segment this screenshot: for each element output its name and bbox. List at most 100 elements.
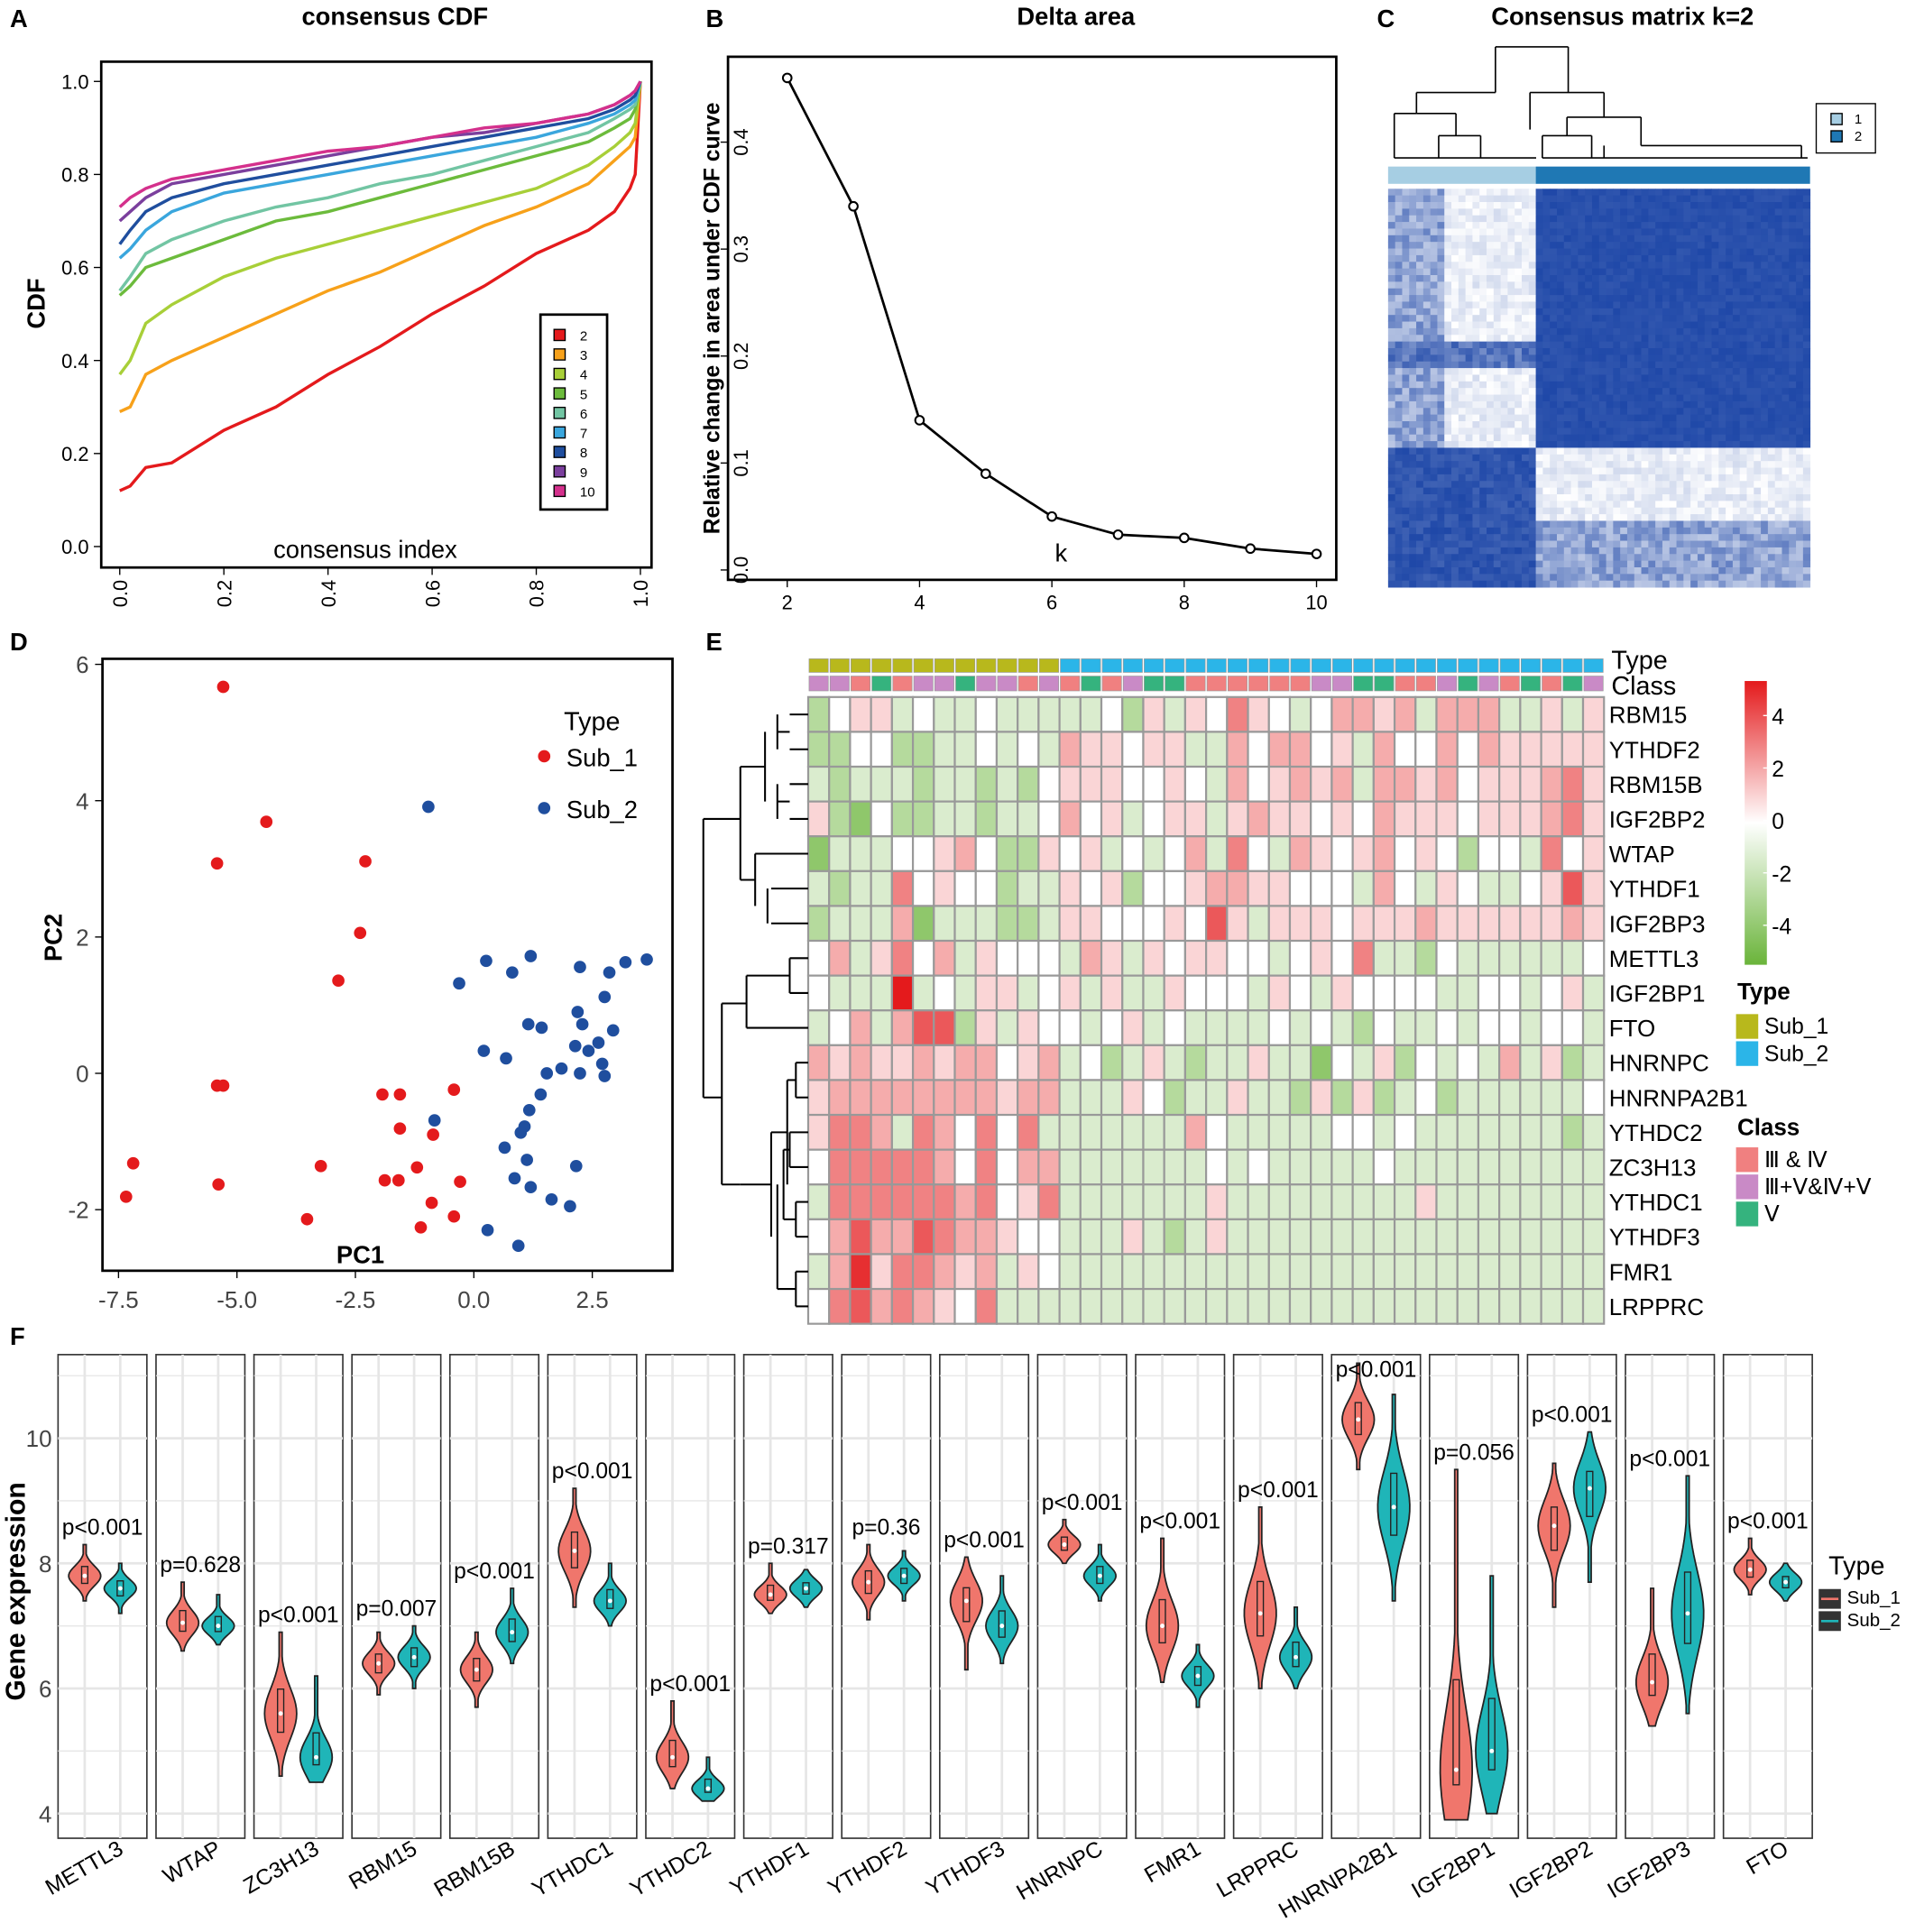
matrix-cell	[1556, 301, 1565, 309]
heatmap-cell	[1183, 835, 1208, 872]
heatmap-cell	[1017, 765, 1040, 803]
matrix-cell	[1683, 195, 1691, 203]
matrix-cell	[1550, 248, 1558, 256]
point-sub_2	[481, 1223, 494, 1237]
matrix-cell	[1493, 534, 1502, 541]
matrix-cell	[1789, 361, 1797, 369]
heatmap-cell	[1037, 1148, 1061, 1186]
matrix-cell	[1507, 248, 1515, 256]
matrix-cell	[1718, 428, 1726, 436]
matrix-cell	[1591, 580, 1600, 588]
matrix-cell	[1402, 254, 1410, 262]
matrix-cell	[1387, 248, 1396, 256]
point-sub_2	[598, 1070, 612, 1082]
heatmap-cell	[1142, 800, 1165, 838]
matrix-cell	[1718, 481, 1726, 489]
matrix-cell	[1522, 268, 1530, 276]
matrix-cell	[1606, 481, 1614, 489]
matrix-cell	[1655, 327, 1663, 336]
matrix-cell	[1550, 228, 1558, 236]
matrix-cell	[1585, 520, 1593, 529]
matrix-cell	[1578, 189, 1586, 197]
matrix-cell	[1522, 493, 1530, 501]
matrix-cell	[1550, 554, 1558, 562]
heatmap-cell	[1498, 1009, 1522, 1046]
matrix-cell	[1761, 228, 1769, 236]
heatmap-cell	[1037, 905, 1061, 943]
matrix-cell	[1613, 394, 1621, 402]
median-dot	[1160, 1624, 1165, 1629]
matrix-cell	[1746, 381, 1754, 389]
matrix-cell	[1591, 228, 1600, 236]
matrix-cell	[1500, 501, 1508, 509]
matrix-cell	[1613, 235, 1621, 243]
heatmap-cell	[1519, 1218, 1542, 1256]
matrix-cell	[1704, 461, 1712, 468]
matrix-cell	[1430, 361, 1438, 369]
point-sub_2	[520, 1154, 533, 1166]
matrix-cell	[1676, 414, 1684, 422]
matrix-cell	[1767, 420, 1776, 428]
matrix-cell	[1570, 254, 1579, 262]
matrix-cell	[1802, 481, 1811, 489]
panel-e-heatmap: TypeClassRBM15YTHDF2RBM15BIGF2BP2WTAPYTH…	[702, 646, 1872, 1325]
heatmap-cell	[1142, 1044, 1165, 1081]
heatmap-cell	[870, 800, 893, 838]
matrix-cell	[1515, 374, 1523, 382]
matrix-cell	[1754, 467, 1762, 475]
matrix-cell	[1767, 327, 1776, 336]
legend-marker	[538, 802, 551, 814]
matrix-cell	[1634, 288, 1642, 296]
matrix-cell	[1802, 428, 1811, 436]
matrix-cell	[1767, 540, 1776, 548]
matrix-cell	[1662, 481, 1671, 489]
matrix-cell	[1613, 493, 1621, 501]
matrix-cell	[1515, 235, 1523, 243]
matrix-cell	[1578, 208, 1586, 216]
matrix-cell	[1500, 361, 1508, 369]
y-axis-label: CDF	[22, 278, 50, 328]
data-point	[1245, 543, 1256, 555]
matrix-cell	[1402, 540, 1410, 548]
matrix-cell	[1507, 441, 1515, 448]
matrix-cell	[1697, 420, 1706, 428]
matrix-cell	[1479, 228, 1487, 236]
matrix-cell	[1754, 262, 1762, 270]
matrix-cell	[1732, 275, 1741, 282]
matrix-cell	[1782, 554, 1790, 562]
class-annotation-cell	[829, 676, 850, 692]
matrix-cell	[1522, 474, 1530, 482]
matrix-cell	[1493, 341, 1502, 349]
matrix-cell	[1726, 534, 1734, 541]
heatmap-cell	[911, 1079, 935, 1117]
matrix-cell	[1542, 467, 1551, 475]
matrix-cell	[1648, 262, 1656, 270]
matrix-cell	[1767, 481, 1776, 489]
matrix-cell	[1402, 527, 1410, 535]
heatmap-cell	[849, 1009, 872, 1046]
matrix-cell	[1620, 341, 1628, 349]
matrix-cell	[1500, 554, 1508, 562]
matrix-cell	[1782, 315, 1790, 322]
matrix-cell	[1515, 222, 1523, 229]
matrix-cell	[1634, 308, 1642, 316]
matrix-cell	[1444, 295, 1452, 302]
matrix-cell	[1641, 248, 1649, 256]
matrix-cell	[1591, 308, 1600, 316]
heatmap-cell	[933, 731, 956, 768]
matrix-cell	[1570, 434, 1579, 442]
matrix-cell	[1767, 520, 1776, 529]
matrix-cell	[1697, 321, 1706, 329]
heatmap-cell	[1058, 695, 1082, 733]
matrix-cell	[1669, 262, 1677, 270]
heatmap-cell	[806, 939, 831, 977]
matrix-cell	[1690, 467, 1699, 475]
matrix-cell	[1591, 335, 1600, 343]
box	[668, 1739, 677, 1768]
heatmap-cell	[1435, 1044, 1459, 1081]
heatmap-cell	[1079, 731, 1103, 768]
matrix-cell	[1479, 275, 1487, 282]
matrix-cell	[1726, 189, 1734, 197]
matrix-cell	[1585, 534, 1593, 541]
matrix-cell	[1620, 388, 1628, 395]
